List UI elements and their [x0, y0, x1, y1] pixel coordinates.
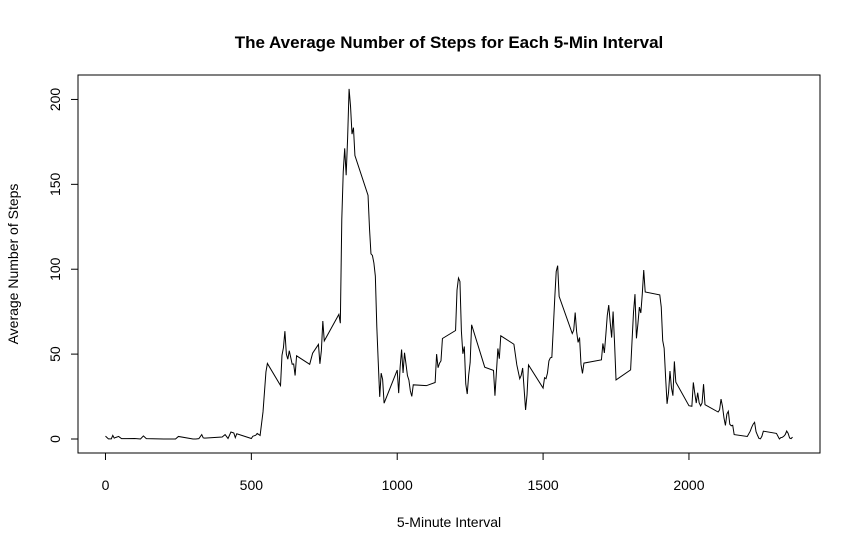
y-tick-label: 100: [47, 257, 63, 281]
data-line: [105, 88, 793, 440]
x-tick-label: 1000: [382, 477, 413, 493]
y-tick-label: 200: [47, 88, 63, 112]
chart-title: The Average Number of Steps for Each 5-M…: [235, 33, 664, 52]
y-axis-label: Average Number of Steps: [5, 184, 21, 345]
x-tick-label: 500: [240, 477, 264, 493]
x-tick-label: 2000: [673, 477, 704, 493]
plot-frame: [77, 74, 821, 454]
x-tick-label: 1500: [528, 477, 559, 493]
y-tick-label: 50: [47, 346, 63, 362]
x-tick-label: 0: [102, 477, 110, 493]
x-axis-label: 5-Minute Interval: [397, 514, 501, 530]
y-tick-label: 150: [47, 172, 63, 196]
y-tick-label: 0: [47, 435, 63, 443]
